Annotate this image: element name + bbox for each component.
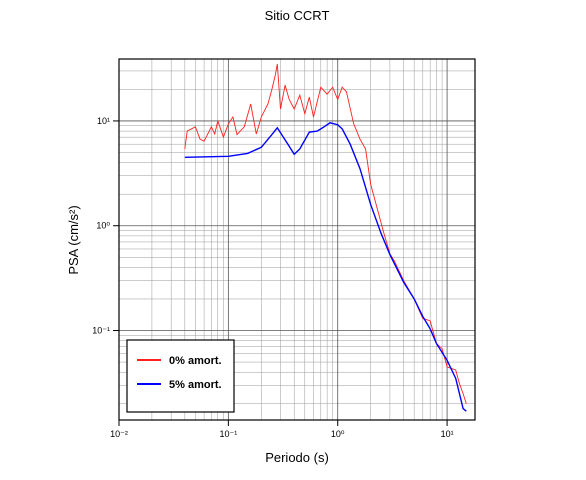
legend-box — [126, 339, 235, 413]
series-line — [184, 122, 467, 412]
chart-title: Sitio CCRT — [265, 8, 330, 23]
x-tick-label: 10⁻² — [110, 429, 128, 439]
legend-label: 5% amort. — [169, 379, 222, 391]
legend-label: 0% amort. — [169, 355, 222, 367]
plot-frame — [118, 58, 476, 421]
y-tick-label: 10⁰ — [96, 221, 110, 231]
y-tick-label: 10⁻¹ — [92, 326, 110, 336]
x-tick-label: 10⁰ — [331, 429, 345, 439]
x-tick-label: 10¹ — [441, 429, 454, 439]
x-axis-label: Periodo (s) — [265, 450, 329, 465]
y-tick-label: 10¹ — [97, 116, 110, 126]
y-axis-label: PSA (cm/s²) — [66, 205, 81, 274]
x-tick-label: 10⁻¹ — [219, 429, 237, 439]
